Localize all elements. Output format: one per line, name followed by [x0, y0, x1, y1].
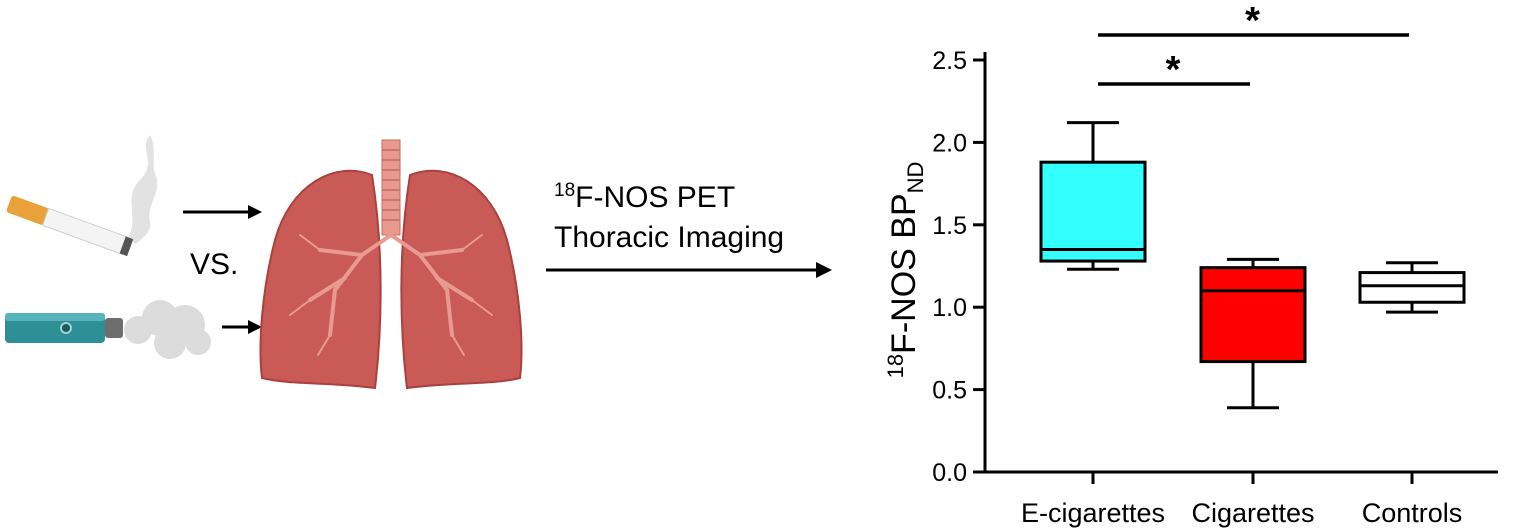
imaging-line-2: Thoracic Imaging [554, 221, 785, 254]
box-plot: 0.0 0.5 1.0 1.5 2.0 2.5 18F-NOS BPND E-cigarett… [883, 0, 1498, 528]
bronchi [308, 233, 474, 337]
cigarette-icon [6, 135, 158, 257]
x-tick-label: Controls [1362, 498, 1463, 528]
box-cigarettes [1199, 266, 1307, 364]
vapor-cloud [124, 300, 211, 359]
y-axis-label-isotope: 18 [883, 354, 908, 378]
y-axis-label: 18F-NOS BPND [883, 162, 928, 379]
imaging-tracer: F-NOS PET [575, 181, 736, 214]
x-tick-label: E-cigarettes [1021, 498, 1165, 528]
significance-star: * [1166, 49, 1181, 91]
lungs-icon [259, 139, 523, 390]
cigarette-paper [41, 207, 130, 256]
imaging-caption: 18F-NOS PET Thoracic Imaging [554, 178, 784, 258]
box-e-cigarettes [1039, 160, 1147, 263]
arrow-vape [222, 320, 262, 334]
y-tick-label: 2.0 [932, 129, 967, 157]
arrow-cigarette [183, 205, 262, 219]
right-lung [400, 169, 523, 390]
vape-icon [5, 300, 211, 359]
vape-mouthpiece [105, 318, 123, 338]
arrow-to-chart [546, 262, 832, 278]
y-axis-label-subscript: ND [903, 162, 928, 194]
vape-button [60, 322, 72, 334]
y-tick-label: 1.0 [932, 294, 967, 322]
y-tick-label: 0.0 [932, 459, 967, 487]
box-controls [1358, 271, 1466, 304]
x-tick-label: Cigarettes [1191, 498, 1314, 528]
y-tick-label: 0.5 [932, 377, 967, 405]
significance-star: * [1245, 0, 1260, 42]
y-tick-label: 2.5 [932, 47, 967, 75]
cigarette-filter [6, 195, 49, 225]
left-lung [259, 169, 382, 390]
y-axis-label-main: F-NOS BP [885, 193, 923, 354]
cigarette-tip [119, 236, 134, 257]
imaging-line-1: 18F-NOS PET [554, 178, 784, 218]
y-tick-label: 1.5 [932, 212, 967, 240]
smoke-plume [128, 135, 158, 244]
imaging-isotope: 18 [554, 180, 576, 201]
vs-label: VS. [190, 248, 239, 281]
